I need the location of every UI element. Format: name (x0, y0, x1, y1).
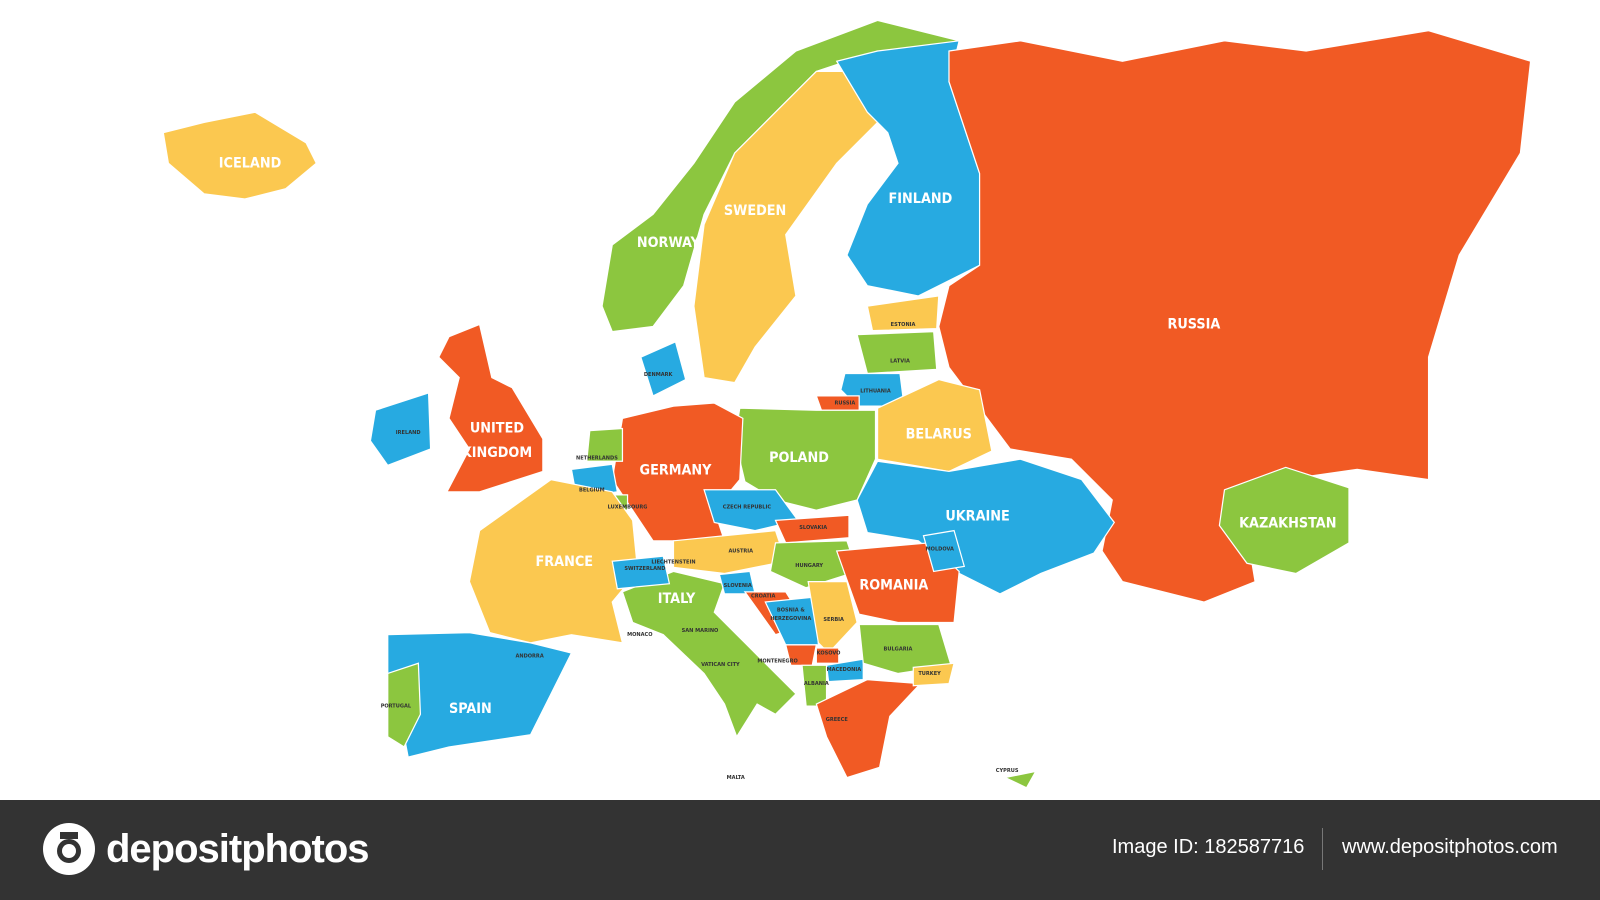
country-label: PORTUGAL (381, 704, 412, 710)
country (807, 581, 858, 654)
country-label: KOSOVO (817, 651, 842, 657)
country-label: KINGDOM (462, 445, 532, 461)
country (774, 514, 850, 544)
country-label: DENMARK (644, 372, 674, 378)
country (387, 662, 422, 748)
country-label: GREECE (826, 717, 849, 723)
logo-text: depositphotos (106, 826, 370, 871)
country (693, 70, 879, 384)
country (835, 40, 981, 297)
country-label: BELARUS (906, 427, 972, 443)
country-label: SERBIA (823, 617, 844, 623)
country-label: CROATIA (751, 593, 776, 599)
country-label: FRANCE (536, 554, 594, 570)
country-label: FINLAND (889, 191, 953, 207)
shapes (162, 19, 1532, 789)
divider (1322, 828, 1323, 870)
country-label: ALBANIA (804, 681, 829, 687)
country-label: LIECHTENSTEIN (651, 560, 695, 566)
country-label: SAN MARINO (682, 628, 719, 634)
country-label: SPAIN (449, 701, 492, 717)
logo: depositphotos (42, 822, 370, 876)
country-label: ANDORRA (515, 654, 543, 660)
country (769, 540, 858, 589)
country-label: SLOVAKIA (799, 525, 827, 531)
country-label: MONACO (627, 632, 653, 638)
country-label: LUXEMBOURG (608, 505, 648, 511)
country (1003, 770, 1037, 789)
country (938, 29, 1532, 603)
country-label: IRELAND (396, 430, 421, 436)
country (468, 478, 639, 644)
logo-icon (43, 823, 95, 875)
country (856, 330, 938, 375)
country (922, 529, 966, 573)
url: www.depositphotos.com (1342, 836, 1558, 858)
country-label: SWEDEN (724, 203, 786, 219)
country-label: NORWAY (637, 235, 701, 251)
country (764, 596, 820, 646)
country-label: RUSSIA (1167, 316, 1220, 332)
country (162, 111, 318, 200)
country (640, 340, 687, 397)
country-label: SWITZERLAND (624, 566, 665, 572)
country-label: MACEDONIA (827, 667, 862, 673)
footer: depositphotos Image ID: 182587716 www.de… (0, 800, 1600, 900)
country-label: KAZAKHSTAN (1239, 515, 1336, 531)
country-label: VATICAN CITY (701, 662, 740, 668)
country-label: CZECH REPUBLIC (723, 505, 772, 511)
country-label: ICELAND (219, 155, 281, 171)
country-label: ITALY (658, 591, 696, 607)
country-label: ROMANIA (859, 578, 928, 594)
country-label: HUNGARY (795, 563, 823, 569)
country-label: MALTA (727, 775, 745, 781)
country (866, 295, 940, 332)
country (1218, 466, 1350, 575)
country (815, 678, 922, 779)
country-label: ESTONIA (891, 322, 916, 328)
country-label: HERZEGOVINA (770, 616, 811, 622)
country-label: UKRAINE (945, 508, 1009, 524)
country-label: CYPRUS (996, 768, 1019, 774)
country (825, 658, 864, 683)
country (586, 427, 624, 462)
country-label: BELGIUM (579, 487, 605, 493)
map: ICELAND NORWAY SWEDEN FINLAND RUSSIA KAZAKHST… (162, 19, 1532, 789)
country-label: SLOVENIA (724, 583, 752, 589)
country-label: TURKEY (918, 671, 941, 677)
country-label: MONTENEGRO (757, 659, 798, 665)
country-label: BOSNIA & (777, 608, 806, 614)
country-label: MOLDOVA (926, 546, 954, 552)
country-label: GERMANY (640, 462, 713, 478)
country-label: AUSTRIA (729, 549, 754, 555)
country-label: BULGARIA (884, 646, 913, 652)
country (672, 529, 787, 575)
labels: ICELAND NORWAY SWEDEN FINLAND RUSSIA KAZAKHST… (219, 155, 1337, 781)
country (703, 489, 799, 532)
country-label: POLAND (769, 450, 829, 466)
country (876, 378, 993, 473)
country (856, 458, 1116, 595)
country-label: LITHUANIA (860, 388, 891, 394)
country (912, 662, 955, 687)
country (611, 555, 671, 590)
image-id: Image ID: 182587716 (1112, 836, 1305, 858)
country-label: RUSSIA (834, 401, 855, 407)
country (438, 323, 544, 493)
country-label: NETHERLANDS (576, 456, 618, 462)
country-label: LATVIA (890, 359, 910, 365)
country (369, 392, 432, 467)
country-label: UNITED (470, 421, 524, 437)
